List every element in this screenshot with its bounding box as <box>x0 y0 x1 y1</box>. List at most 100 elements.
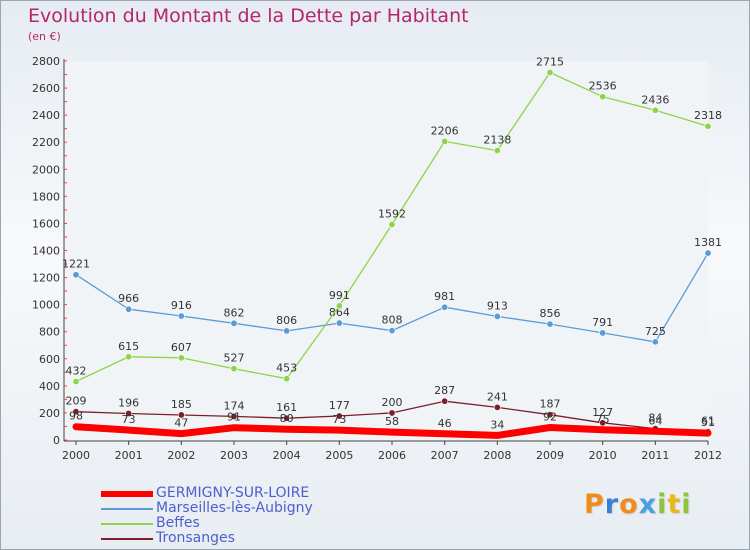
data-label: 287 <box>434 384 455 397</box>
data-label: 174 <box>224 399 245 412</box>
data-point <box>231 425 237 431</box>
data-point <box>599 93 607 101</box>
data-label: 453 <box>276 362 297 375</box>
data-label: 2206 <box>431 124 459 137</box>
data-point <box>230 319 238 327</box>
data-label: 981 <box>434 290 455 303</box>
data-label: 527 <box>224 352 245 365</box>
proxiti-logo: Proxiti <box>584 489 692 520</box>
data-label: 862 <box>224 306 245 319</box>
data-point <box>494 432 500 438</box>
data-label: 187 <box>540 398 561 411</box>
data-label: 916 <box>171 299 192 312</box>
data-point <box>704 122 712 130</box>
data-label: 725 <box>645 325 666 338</box>
data-point <box>125 305 133 313</box>
data-point <box>230 365 238 373</box>
data-point <box>73 424 79 430</box>
data-label: 80 <box>280 412 294 425</box>
data-point <box>441 137 449 145</box>
data-point <box>493 312 501 320</box>
data-point <box>177 312 185 320</box>
chart-unit-subtitle: (en €) <box>28 30 61 43</box>
legend-swatch <box>101 523 153 525</box>
data-label: 61 <box>701 415 715 428</box>
data-point <box>493 403 501 411</box>
data-point <box>389 429 395 435</box>
logo-letter: x <box>638 489 658 520</box>
data-label: 47 <box>174 417 188 430</box>
data-point <box>230 412 238 420</box>
data-label: 2536 <box>589 80 617 93</box>
data-label: 241 <box>487 390 508 403</box>
x-tick-label: 2003 <box>220 449 248 462</box>
x-tick-label: 2000 <box>62 449 90 462</box>
data-point <box>336 427 342 433</box>
data-label: 196 <box>118 396 139 409</box>
legend-swatch <box>101 508 153 510</box>
data-point <box>441 303 449 311</box>
data-label: 432 <box>66 365 87 378</box>
logo-letter: o <box>619 489 639 520</box>
data-label: 607 <box>171 341 192 354</box>
data-point <box>72 408 80 416</box>
data-label: 1381 <box>694 236 722 249</box>
series-group: 432 615 607 527 453 991 1592 2206 2138 2715 2536 24… <box>66 56 722 386</box>
x-tick-label: 2002 <box>167 449 195 462</box>
data-point <box>177 411 185 419</box>
data-point <box>705 430 711 436</box>
data-label: 34 <box>490 418 504 431</box>
data-label: 791 <box>592 316 613 329</box>
logo-letter: t <box>667 489 682 520</box>
data-point <box>651 106 659 114</box>
legend-label: Marseilles-lès-Aubigny <box>156 500 313 516</box>
y-tick-label: 2000 <box>32 163 60 176</box>
data-point <box>651 338 659 346</box>
data-label: 200 <box>382 396 403 409</box>
y-tick-label: 1600 <box>32 217 60 230</box>
data-point <box>546 69 554 77</box>
data-label: 808 <box>382 314 403 327</box>
data-label: 615 <box>118 340 139 353</box>
logo-letter: i <box>681 489 692 520</box>
data-point <box>599 329 607 337</box>
logo-letter: P <box>584 489 605 520</box>
data-point <box>126 427 132 433</box>
legend-label: GERMIGNY-SUR-LOIRE <box>156 485 310 501</box>
data-label: 177 <box>329 399 350 412</box>
data-label: 864 <box>329 306 350 319</box>
x-tick-label: 2006 <box>378 449 406 462</box>
y-tick-label: 1000 <box>32 299 60 312</box>
data-label: 185 <box>171 398 192 411</box>
data-label: 84 <box>648 412 662 425</box>
plot-area <box>64 61 708 440</box>
data-point <box>177 354 185 362</box>
data-label: 2138 <box>483 134 511 147</box>
legend-label: Tronsanges <box>156 530 235 546</box>
data-label: 46 <box>438 417 452 430</box>
data-point <box>388 327 396 335</box>
data-label: 51 <box>701 416 715 429</box>
chart-title: Evolution du Montant de la Dette par Hab… <box>28 5 469 27</box>
x-tick-label: 2009 <box>536 449 564 462</box>
data-label: 64 <box>648 414 662 427</box>
y-tick-label: 1800 <box>32 190 60 203</box>
data-label: 58 <box>385 415 399 428</box>
legend-swatch <box>101 538 153 540</box>
data-point <box>125 353 133 361</box>
data-label: 73 <box>332 413 346 426</box>
legend-label: Beffes <box>156 515 200 531</box>
data-label: 856 <box>540 307 561 320</box>
data-label: 991 <box>329 289 350 302</box>
y-tick-label: 600 <box>39 353 60 366</box>
y-tick-label: 1400 <box>32 245 60 258</box>
data-point <box>72 271 80 279</box>
x-tick-label: 2011 <box>641 449 669 462</box>
data-point <box>442 431 448 437</box>
data-point <box>388 221 396 229</box>
data-label: 2715 <box>536 56 564 69</box>
data-point <box>546 411 554 419</box>
data-point <box>125 409 133 417</box>
data-label: 966 <box>118 292 139 305</box>
data-point <box>335 319 343 327</box>
